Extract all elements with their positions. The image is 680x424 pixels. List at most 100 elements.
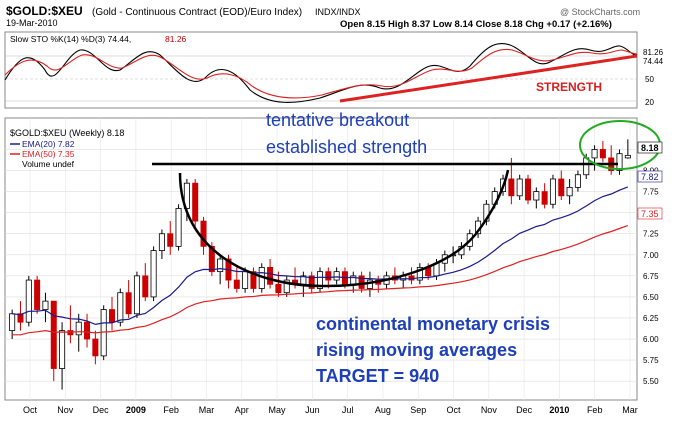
candle-body	[566, 186, 573, 197]
chart-symbol: $GOLD:$XEU	[6, 4, 83, 18]
legend-ema50: EMA(50) 7.35	[22, 149, 75, 159]
x-tick-label: Mar	[199, 405, 215, 415]
indicator-tag-50: 50	[645, 75, 654, 84]
ema20-line	[12, 186, 629, 326]
y-tick-label: 6.50	[643, 293, 659, 302]
y-tick-label: 7.75	[643, 188, 659, 197]
candle-body	[167, 233, 174, 247]
x-tick-label: Mar	[622, 405, 638, 415]
x-tick-label: Nov	[57, 405, 74, 415]
candle-body	[308, 275, 315, 289]
candle-body	[616, 153, 623, 171]
candle-body	[358, 275, 365, 289]
chart-exchange: INDX/INDX	[315, 7, 361, 17]
x-tick-label: Dec	[93, 405, 110, 415]
candle-body	[541, 191, 548, 205]
x-tick-label: 2009	[126, 405, 146, 415]
annotation-breakout-1: tentative breakout	[266, 110, 409, 130]
y-tick-label: 6.00	[643, 335, 659, 344]
candle-body	[549, 178, 556, 205]
candle-body	[574, 174, 581, 188]
indicator-tag-20: 20	[645, 98, 654, 107]
annotation-breakout-2: established strength	[266, 137, 427, 157]
x-tick-label: Apr	[235, 405, 249, 415]
watermark: @ StockCharts.com	[560, 7, 640, 17]
candle-body	[283, 279, 290, 294]
candle-body	[59, 330, 66, 369]
candle-body	[42, 300, 49, 310]
candle-body	[599, 149, 606, 159]
candle-body	[516, 178, 523, 197]
candle-body	[175, 208, 182, 247]
candle-body	[233, 279, 240, 289]
x-tick-label: 2010	[549, 405, 569, 415]
y-tick-label: 5.75	[643, 356, 659, 365]
x-tick-label: Oct	[447, 405, 462, 415]
sto-d-line	[4, 48, 638, 99]
time-axis: Oct Nov Dec 2009 Feb Mar Apr May Jun Jul Aug Sep Oct…	[23, 405, 638, 415]
candle-body	[25, 279, 32, 323]
chart-description: (Gold - Continuous Contract (EOD)/Euro I…	[92, 7, 302, 18]
candle-body	[142, 275, 149, 298]
candle-body	[591, 149, 598, 159]
candle-body	[109, 309, 116, 323]
annotation-crisis-2: rising moving averages	[316, 340, 517, 360]
candle-body	[316, 271, 323, 289]
price-tag-ema50: 7.35	[641, 209, 659, 219]
candle-body	[158, 233, 165, 251]
candle-body	[250, 271, 257, 289]
ohlc-readout: Open 8.15 High 8.37 Low 8.14 Close 8.18 …	[340, 19, 612, 30]
x-tick-label: Oct	[23, 405, 38, 415]
x-tick-label: Dec	[516, 405, 533, 415]
candle-body	[84, 321, 91, 340]
candle-body	[9, 313, 16, 332]
candle-body	[275, 283, 282, 294]
candle-body	[67, 330, 74, 336]
x-tick-label: Jul	[342, 405, 354, 415]
candle-body	[508, 178, 515, 197]
candle-body	[150, 250, 157, 298]
candle-body	[416, 267, 423, 281]
y-tick-label: 6.75	[643, 272, 659, 281]
candle-body	[183, 182, 190, 209]
candle-body	[200, 220, 207, 247]
candle-body	[75, 321, 82, 336]
annotation-crisis-3: TARGET = 940	[316, 366, 439, 386]
candle-body	[34, 279, 41, 310]
ema50-line	[12, 225, 628, 336]
indicator-d-value: 81.26	[165, 34, 187, 44]
chart-date: 19-Mar-2010	[6, 18, 58, 28]
candle-body	[133, 275, 140, 315]
y-tick-label: 6.25	[643, 314, 659, 323]
x-tick-label: Jun	[305, 405, 320, 415]
candle-body	[242, 271, 249, 289]
legend-main: $GOLD:$XEU (Weekly) 8.18	[10, 128, 124, 138]
strength-label: STRENGTH	[536, 80, 602, 94]
legend-volume: Volume undef	[22, 159, 75, 169]
candle-body	[558, 178, 565, 197]
indicator-tag-81: 81.26	[643, 48, 664, 57]
candle-body	[325, 271, 332, 281]
candle-body	[208, 245, 215, 273]
x-tick-label: Aug	[375, 405, 391, 415]
x-tick-label: Nov	[481, 405, 498, 415]
x-tick-label: Sep	[410, 405, 426, 415]
indicator-label: Slow STO %K(14) %D(3) 74.44,	[10, 34, 131, 44]
candle-body	[533, 191, 540, 201]
candle-body	[50, 300, 57, 369]
indicator-tag-74: 74.44	[643, 57, 664, 66]
candle-body	[624, 154, 631, 159]
candle-body	[192, 182, 199, 222]
y-tick-label: 7.25	[643, 230, 659, 239]
legend-ema20: EMA(20) 7.82	[22, 139, 75, 149]
x-tick-label: May	[269, 405, 287, 415]
candle-body	[125, 292, 132, 315]
x-tick-label: Feb	[587, 405, 603, 415]
y-tick-label: 5.50	[643, 377, 659, 386]
candle-body	[217, 258, 224, 273]
candle-body	[17, 313, 24, 323]
price-tag-close: 8.18	[641, 143, 659, 153]
candle-body	[525, 178, 532, 201]
annotation-crisis-1: continental monetary crisis	[316, 314, 550, 334]
